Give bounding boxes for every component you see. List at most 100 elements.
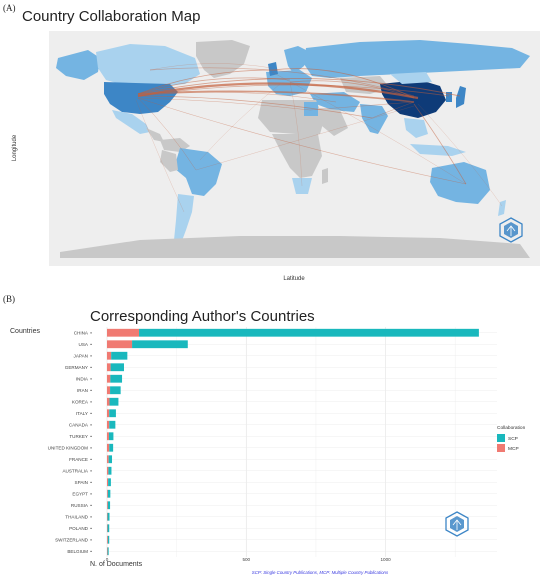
bar-scp-switzerland	[107, 535, 110, 544]
bar-scp-korea	[109, 397, 119, 406]
link-uk-australia	[271, 71, 467, 185]
bar-mcp-india	[107, 374, 111, 383]
central-america	[146, 128, 164, 142]
bar-scp-usa	[132, 340, 188, 349]
mongolia	[390, 72, 432, 84]
chart-category-labels: CHINA •USA •JAPAN •GERMANY •INDIA •IRAN •KOREA…	[48, 330, 93, 553]
x-tick-label: 1000	[380, 557, 391, 562]
russia	[304, 40, 530, 78]
egypt	[304, 102, 318, 116]
korea	[446, 92, 452, 102]
y-tick-mark: •	[90, 503, 92, 508]
bar-mcp-korea	[107, 397, 110, 406]
link-china-uk	[271, 68, 415, 99]
link-china-brazil	[195, 105, 415, 171]
y-tick-mark: •	[90, 457, 92, 462]
link-usa-korea	[137, 84, 450, 97]
y-tick-label: INDIA	[76, 376, 89, 381]
legend-mcp-label: MCP	[508, 446, 519, 452]
y-tick-label: KOREA	[72, 399, 89, 404]
y-tick-label: BELGIUM	[67, 549, 88, 554]
bar-mcp-turkey	[107, 432, 109, 441]
x-tick-label: 0	[106, 557, 109, 562]
collaboration-links	[135, 63, 503, 213]
greenland	[196, 40, 250, 78]
link-usa-china-2	[137, 90, 415, 103]
japan	[456, 86, 466, 108]
legend-mcp-swatch	[497, 444, 505, 452]
bar-mcp-thailand	[107, 512, 108, 521]
y-tick-label: CANADA	[69, 422, 89, 427]
y-tick-label: JAPAN	[74, 353, 88, 358]
bar-scp-italy	[109, 409, 116, 418]
y-tick-mark: •	[90, 491, 92, 496]
y-tick-label: SPAIN	[75, 480, 88, 485]
bar-mcp-poland	[107, 524, 108, 533]
link-usa-brazil	[137, 97, 197, 171]
bar-mcp-germany	[107, 363, 111, 372]
bar-mcp-iran	[107, 386, 111, 395]
y-tick-mark: •	[90, 388, 92, 393]
chart-bars	[107, 328, 479, 556]
africa-central	[272, 134, 322, 178]
y-tick-mark: •	[90, 342, 92, 347]
bar-scp-iran	[110, 386, 121, 395]
link-canada-uk	[149, 63, 273, 71]
link-usa-australia	[137, 97, 467, 185]
map-y-axis-title: Longitude	[12, 134, 18, 161]
australia	[430, 162, 490, 204]
chart-y-axis-title: Countries	[10, 328, 40, 335]
bar-mcp-belgium	[107, 547, 108, 556]
y-tick-mark: •	[90, 399, 92, 404]
link-china-germany	[289, 80, 415, 99]
bar-mcp-china	[107, 328, 140, 337]
y-tick-label: POLAND	[69, 526, 89, 531]
legend-scp-swatch	[497, 434, 505, 442]
link-usa-germany	[137, 77, 291, 95]
y-tick-label: RUSSIA	[71, 503, 89, 508]
legend-scp-label: SCP	[508, 436, 518, 442]
bar-scp-egypt	[107, 489, 111, 498]
bar-mcp-spain	[107, 478, 109, 487]
chart-caption: SCP: Single Country Publications, MCP: M…	[252, 570, 389, 575]
panel-b-label: (B)	[3, 294, 15, 304]
link-europe-brazil	[199, 83, 281, 161]
bar-scp-china	[139, 328, 479, 337]
link-usa-uk	[137, 69, 273, 95]
y-tick-mark: •	[90, 422, 92, 427]
map-x-axis-title: Latitude	[283, 276, 305, 282]
y-tick-label: EGYPT	[72, 491, 88, 496]
bar-mcp-italy	[107, 409, 110, 418]
x-tick-label: 500	[242, 557, 250, 562]
chart-grid	[106, 327, 497, 557]
y-tick-mark: •	[90, 365, 92, 370]
y-tick-mark: •	[90, 549, 92, 554]
y-tick-mark: •	[90, 411, 92, 416]
bar-mcp-egypt	[107, 489, 108, 498]
bar-scp-france	[108, 455, 113, 464]
bar-scp-japan	[111, 351, 128, 360]
journal-logo-chart	[445, 511, 469, 537]
y-tick-label: ITALY	[76, 411, 88, 416]
southeast-asia	[404, 118, 428, 138]
y-tick-label: TURKEY	[69, 434, 88, 439]
mexico	[112, 110, 150, 134]
bar-mcp-usa	[107, 340, 133, 349]
bar-scp-poland	[107, 524, 110, 533]
bar-mcp-canada	[107, 420, 110, 429]
bar-mcp-russia	[107, 501, 108, 510]
link-usa-iran	[137, 91, 337, 103]
y-tick-label: IRAN	[77, 388, 88, 393]
bar-mcp-australia	[107, 466, 109, 475]
bar-scp-germany	[110, 363, 124, 372]
bar-scp-australia	[108, 466, 112, 475]
y-tick-label: GERMANY	[65, 365, 88, 370]
arabia	[318, 108, 348, 136]
y-tick-label: FRANCE	[69, 457, 88, 462]
bar-scp-spain	[108, 478, 111, 487]
link-germany-southafrica	[289, 81, 303, 187]
map-title: Country Collaboration Map	[22, 8, 200, 25]
alaska	[56, 50, 100, 80]
y-tick-label: SWITZERLAND	[55, 537, 89, 542]
